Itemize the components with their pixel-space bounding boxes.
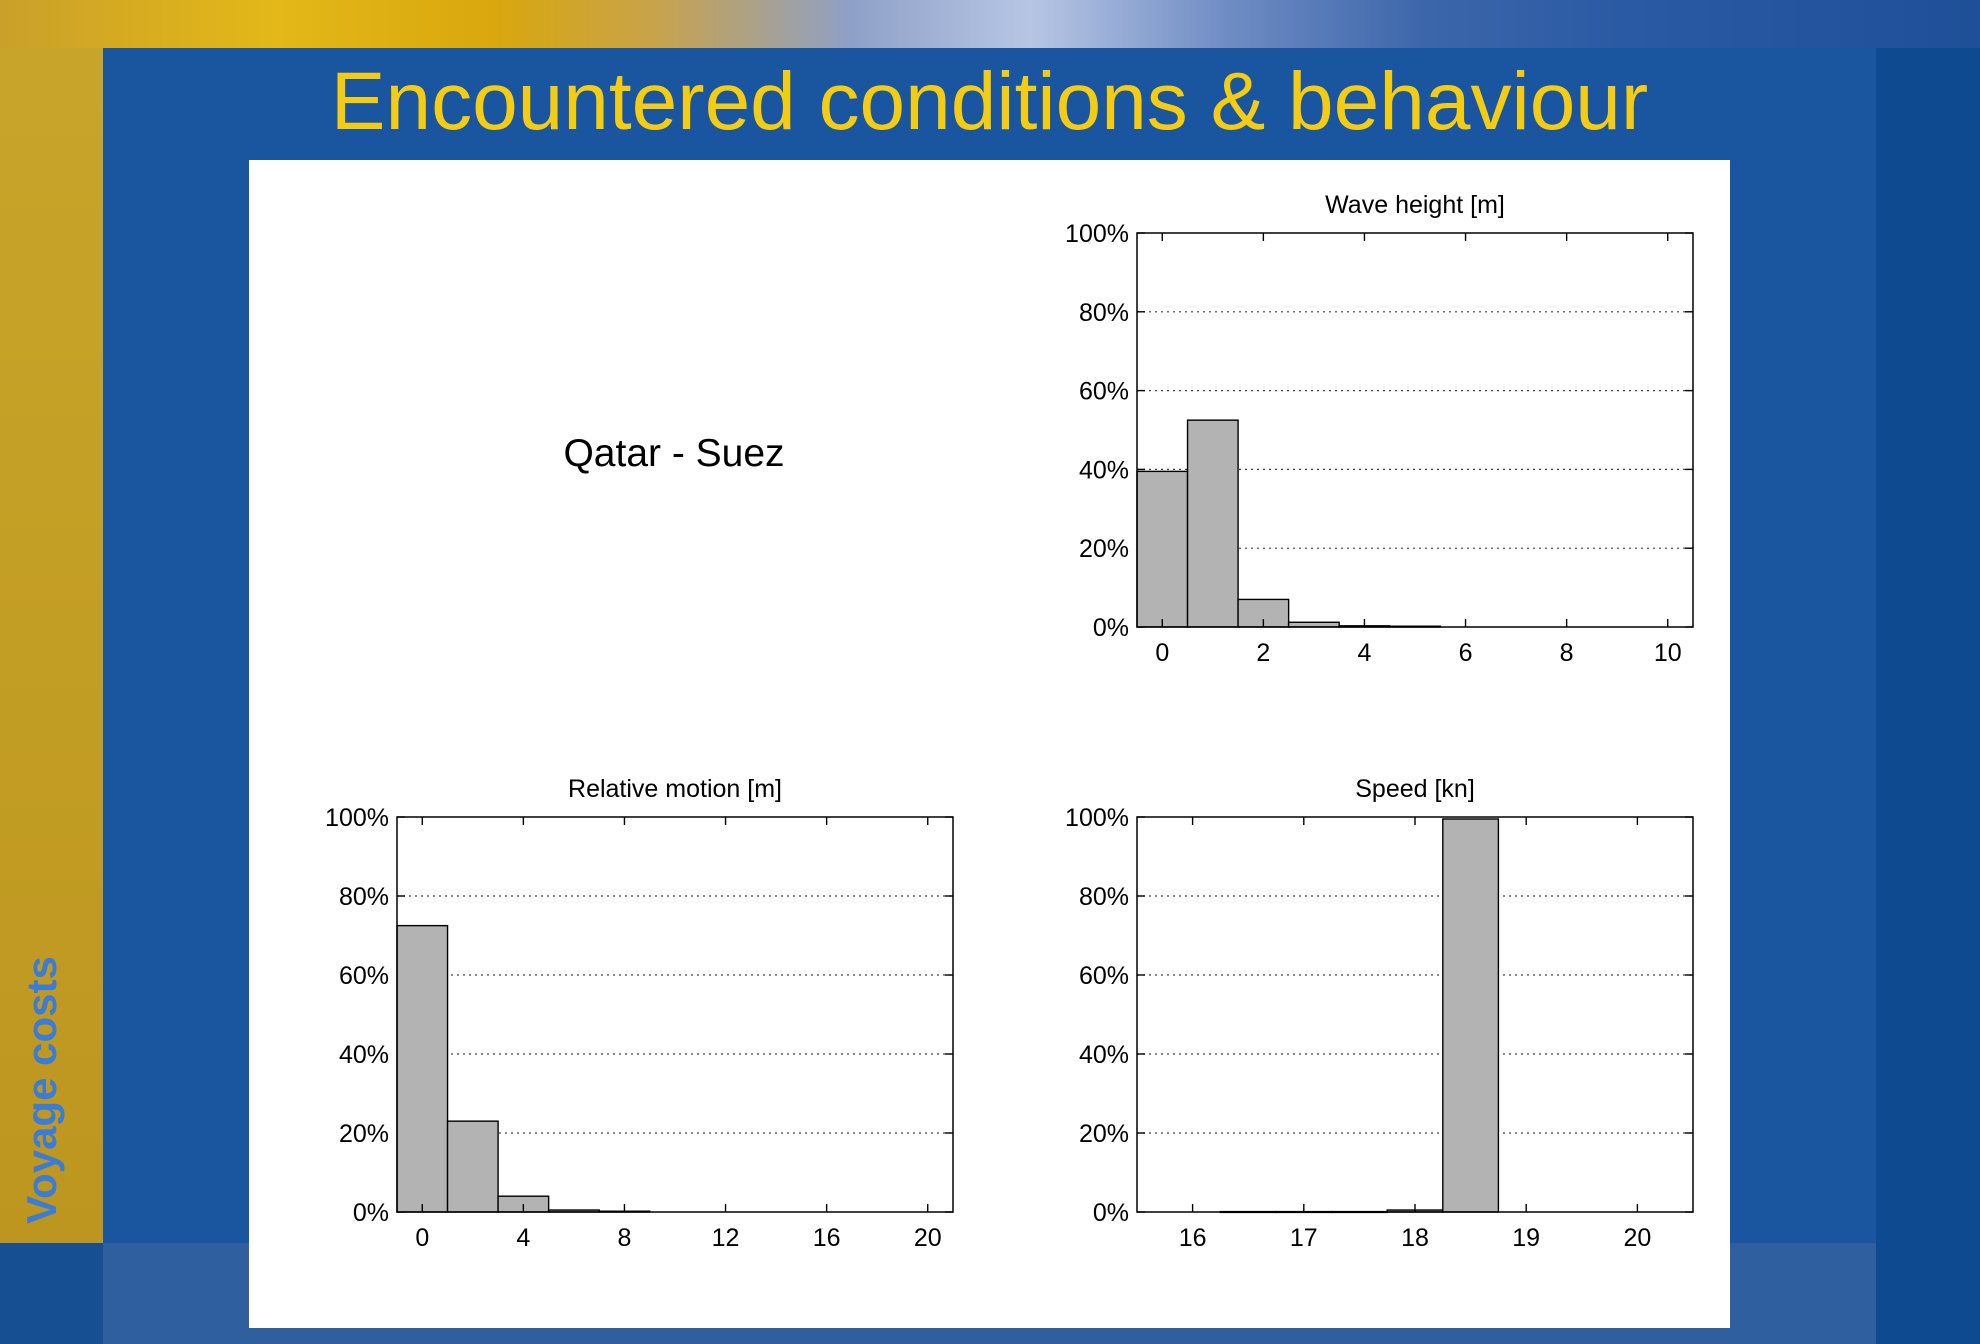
x-tick-label: 6 xyxy=(1459,639,1473,667)
section-side-label: Voyage costs xyxy=(18,956,65,1224)
y-tick-label: 0% xyxy=(353,1199,389,1227)
histogram-bar xyxy=(1186,419,1239,628)
x-tick-label: 8 xyxy=(1560,639,1574,667)
chart-title: Relative motion [m] xyxy=(568,775,782,803)
y-tick-label: 100% xyxy=(325,804,389,832)
y-tick-label: 20% xyxy=(1079,1120,1129,1148)
x-tick-label: 18 xyxy=(1401,1224,1429,1252)
x-tick-label: 12 xyxy=(712,1224,740,1252)
y-tick-label: 60% xyxy=(1079,378,1129,406)
chart-title: Wave height [m] xyxy=(1325,191,1505,219)
y-tick-label: 0% xyxy=(1093,614,1129,642)
y-tick-label: 40% xyxy=(339,1041,389,1069)
y-tick-label: 100% xyxy=(1065,220,1129,248)
x-tick-label: 4 xyxy=(516,1224,530,1252)
left-accent-band xyxy=(0,48,103,1243)
slide-title: Encountered conditions & behaviour xyxy=(330,56,1649,147)
y-tick-label: 80% xyxy=(1079,883,1129,911)
y-tick-label: 80% xyxy=(1079,299,1129,327)
histogram-bar xyxy=(396,924,449,1213)
wave-height-histogram: Wave height [m] 0% 20% 40% 60% 80% 100% 0 2 4 6 8 10 xyxy=(1065,191,1694,667)
x-tick-label: 20 xyxy=(1623,1224,1651,1252)
histogram-bar xyxy=(1136,470,1189,628)
x-tick-label: 20 xyxy=(914,1224,942,1252)
histogram-bar xyxy=(446,1120,499,1213)
right-accent-band xyxy=(1876,48,1980,1344)
relative-motion-histogram: Relative motion [m] 0% 20% 40% 60% 80% 100% 0 4 8… xyxy=(325,775,954,1252)
plot-frame xyxy=(396,816,954,1213)
x-tick-label: 4 xyxy=(1358,639,1372,667)
x-tick-label: 0 xyxy=(1155,639,1169,667)
x-tick-label: 16 xyxy=(813,1224,841,1252)
x-tick-label: 8 xyxy=(618,1224,632,1252)
y-tick-label: 60% xyxy=(1079,962,1129,990)
y-tick-label: 20% xyxy=(1079,535,1129,563)
y-tick-label: 20% xyxy=(339,1120,389,1148)
plot-frame xyxy=(1136,232,1694,628)
x-tick-label: 10 xyxy=(1654,639,1682,667)
x-tick-label: 19 xyxy=(1512,1224,1540,1252)
y-tick-label: 0% xyxy=(1093,1199,1129,1227)
x-tick-label: 17 xyxy=(1290,1224,1318,1252)
x-tick-label: 0 xyxy=(415,1224,429,1252)
y-tick-label: 100% xyxy=(1065,804,1129,832)
x-tick-label: 16 xyxy=(1179,1224,1207,1252)
plot-frame xyxy=(1136,816,1694,1213)
y-tick-label: 40% xyxy=(1079,1041,1129,1069)
bottom-left-block xyxy=(0,1243,103,1344)
route-label-text: Qatar - Suez xyxy=(563,432,785,475)
header-banner-image xyxy=(0,0,1980,48)
chart-title: Speed [kn] xyxy=(1355,775,1475,803)
x-tick-label: 2 xyxy=(1256,639,1270,667)
y-tick-label: 60% xyxy=(339,962,389,990)
y-tick-label: 40% xyxy=(1079,456,1129,484)
histogram-bar xyxy=(1442,818,1500,1213)
y-tick-label: 80% xyxy=(339,883,389,911)
speed-histogram: Speed [kn] 0% 20% 40% 60% 80% 100% 16 17 18 19 20 xyxy=(1065,775,1694,1252)
